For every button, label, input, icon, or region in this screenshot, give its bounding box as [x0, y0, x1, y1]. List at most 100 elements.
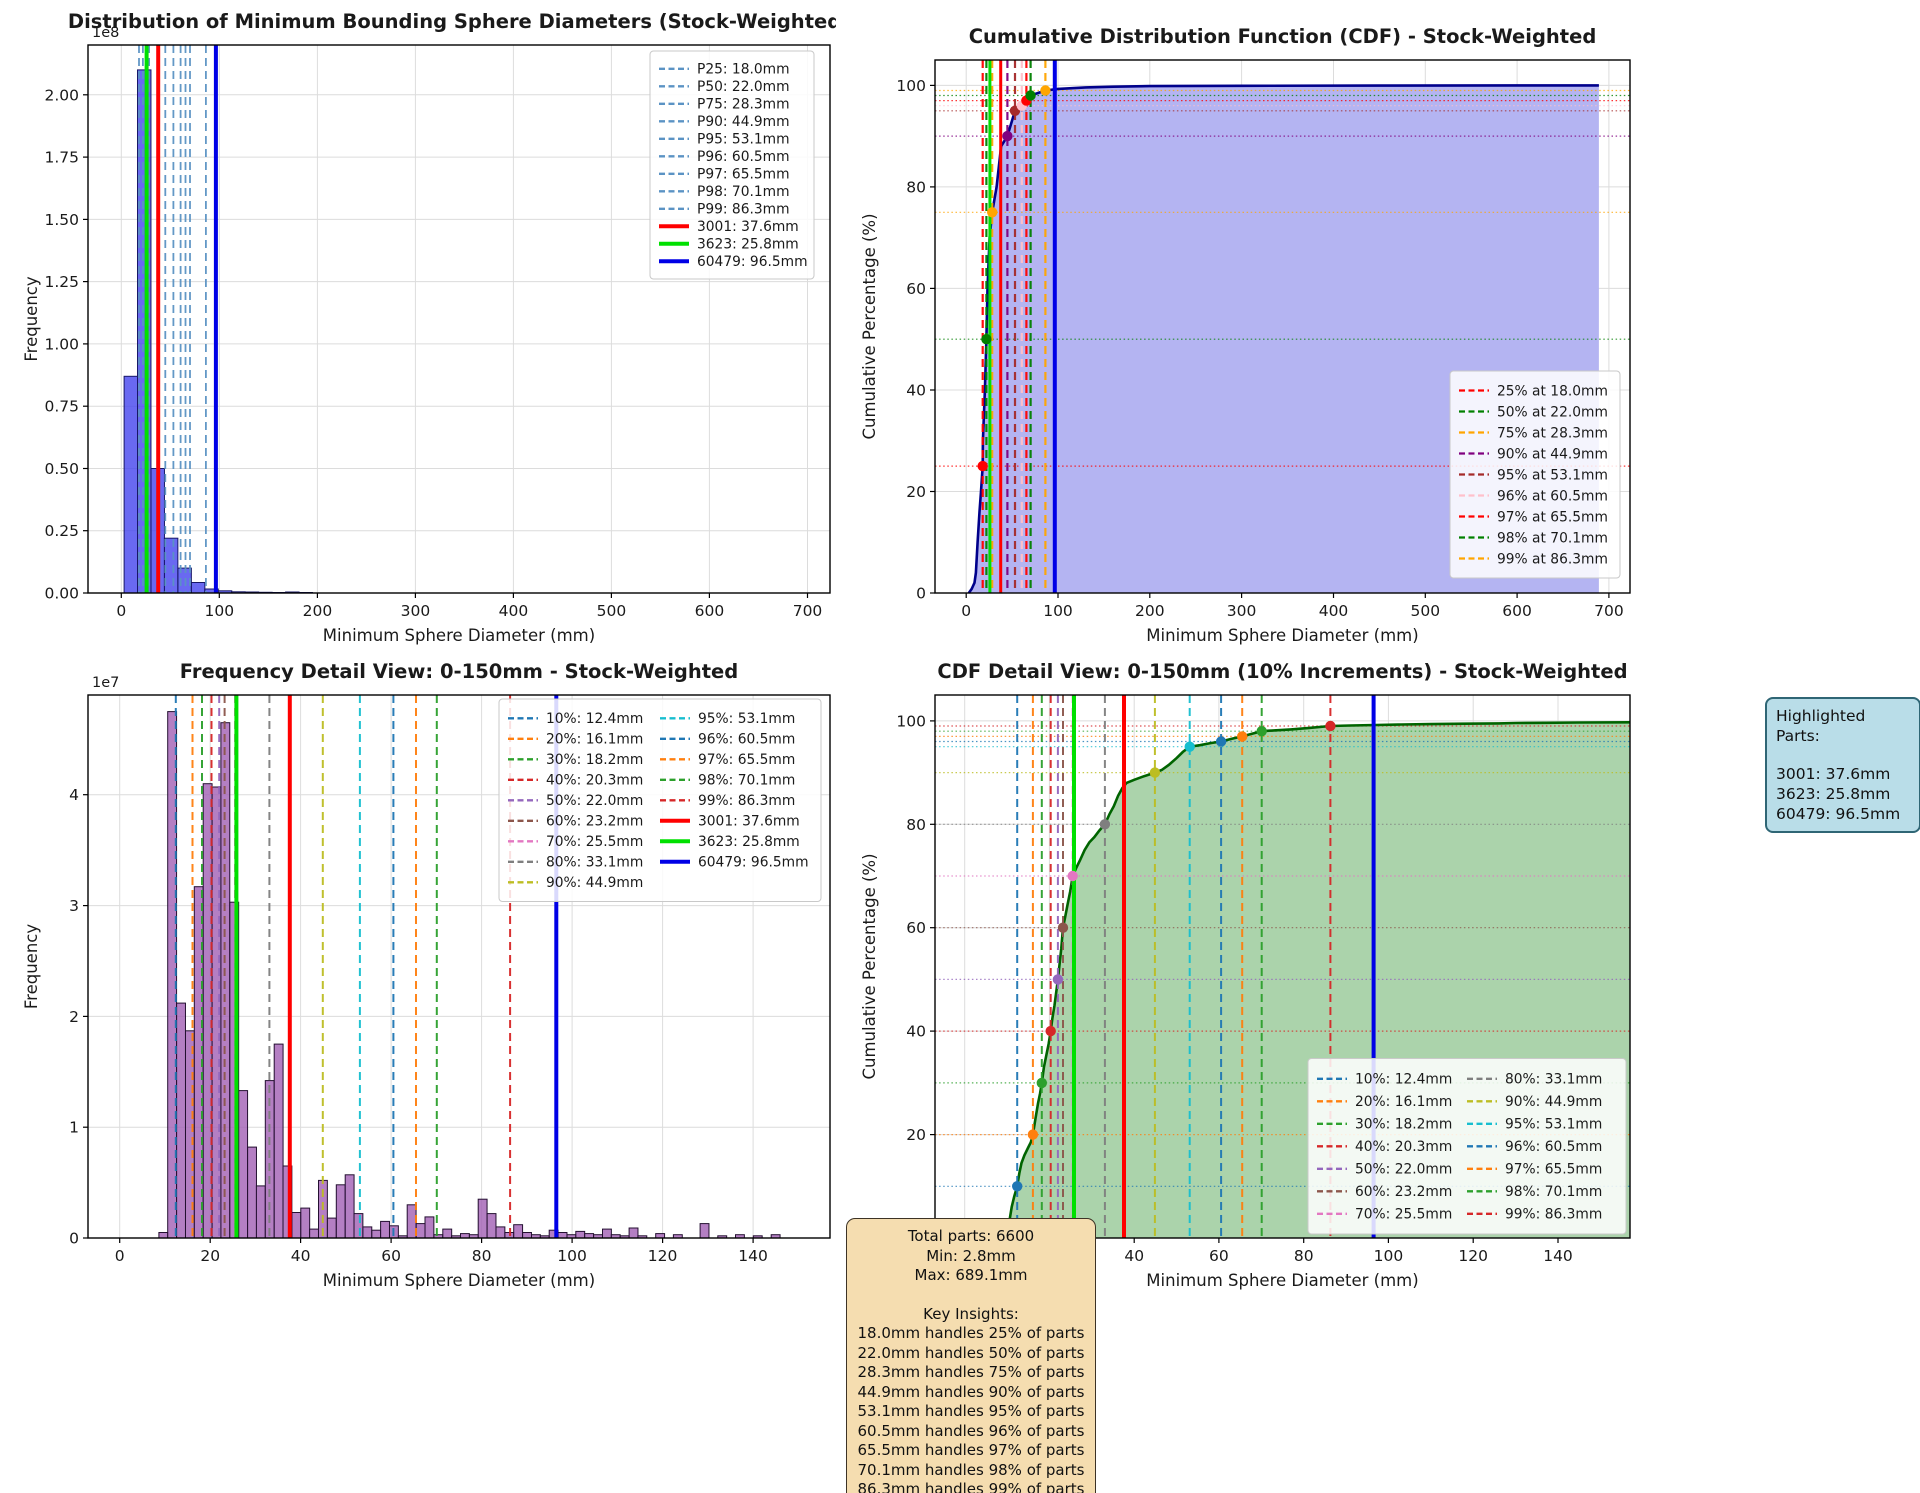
svg-text:95%: 53.1mm: 95%: 53.1mm	[698, 711, 795, 727]
svg-text:98% at 70.1mm: 98% at 70.1mm	[1497, 530, 1608, 546]
svg-text:120: 120	[648, 1247, 678, 1265]
svg-text:60: 60	[906, 280, 926, 298]
svg-text:60: 60	[381, 1247, 401, 1265]
svg-text:1: 1	[69, 1119, 79, 1137]
stats-line: 60.5mm handles 96% of parts	[857, 1421, 1085, 1440]
svg-text:4: 4	[69, 786, 79, 804]
svg-text:0: 0	[69, 1230, 79, 1248]
legend: 10%: 12.4mm 20%: 16.1mm 30%: 18.2mm 40%: 20…	[1307, 1058, 1627, 1235]
svg-text:95%: 53.1mm: 95%: 53.1mm	[1505, 1117, 1602, 1133]
stats-line	[853, 1286, 1089, 1305]
svg-text:P25: 18.0mm: P25: 18.0mm	[697, 62, 790, 78]
svg-text:0.00: 0.00	[44, 585, 79, 603]
svg-text:300: 300	[1227, 602, 1257, 620]
legend: 10%: 12.4mm 20%: 16.1mm 30%: 18.2mm 40%: 20…	[498, 698, 822, 902]
svg-text:70%: 25.5mm: 70%: 25.5mm	[546, 834, 643, 850]
highlighted-part-line: 60479: 96.5mm	[1776, 805, 1901, 823]
axes: 0 20 40 60 80 100 120 140 0 1 2 3 4 1e7 Frequency Deta…	[22, 660, 831, 1290]
svg-text:80%: 33.1mm: 80%: 33.1mm	[1505, 1072, 1602, 1088]
svg-text:50%: 22.0mm: 50%: 22.0mm	[546, 793, 643, 809]
svg-text:400: 400	[1319, 602, 1349, 620]
svg-text:0.75: 0.75	[44, 398, 79, 416]
axes: 0 100 200 300 400 500 600 700 0 20 40 60 80 100 Cumula…	[860, 25, 1631, 645]
svg-text:40%: 20.3mm: 40%: 20.3mm	[1355, 1139, 1452, 1155]
stats-line: Key Insights:	[923, 1304, 1019, 1323]
svg-text:300: 300	[401, 602, 431, 620]
svg-text:0: 0	[115, 1247, 125, 1265]
stats-line: 53.1mm handles 95% of parts	[857, 1402, 1085, 1420]
svg-text:40: 40	[1124, 1247, 1144, 1265]
svg-text:70%: 25.5mm: 70%: 25.5mm	[1355, 1207, 1452, 1223]
svg-text:0.25: 0.25	[44, 522, 79, 540]
svg-text:10%: 12.4mm: 10%: 12.4mm	[546, 711, 643, 727]
svg-text:Minimum Sphere Diameter (mm): Minimum Sphere Diameter (mm)	[323, 626, 595, 645]
svg-text:100: 100	[1374, 1247, 1404, 1265]
plot-area	[123, 45, 313, 594]
svg-text:P97: 65.5mm: P97: 65.5mm	[697, 167, 790, 183]
svg-text:600: 600	[1502, 602, 1532, 620]
svg-text:20%: 16.1mm: 20%: 16.1mm	[1355, 1094, 1452, 1110]
stats-line: 65.5mm handles 97% of parts	[857, 1441, 1085, 1459]
histogram-full-chart: 0 100 200 300 400 500 600 700 0.00 0.25 0.50 0.75 1.…	[20, 0, 850, 650]
legend: 25% at 18.0mm 50% at 22.0mm 75% at 28.3mm 9…	[1449, 370, 1621, 579]
svg-text:25% at 18.0mm: 25% at 18.0mm	[1497, 383, 1608, 399]
svg-text:P99: 86.3mm: P99: 86.3mm	[697, 202, 790, 218]
svg-text:100: 100	[557, 1247, 587, 1265]
svg-text:80: 80	[472, 1247, 492, 1265]
svg-text:40: 40	[291, 1247, 311, 1265]
svg-text:2: 2	[69, 1008, 79, 1026]
svg-text:1.50: 1.50	[44, 211, 79, 229]
svg-text:60: 60	[1209, 1247, 1229, 1265]
svg-text:1.75: 1.75	[44, 149, 79, 167]
svg-text:P75: 28.3mm: P75: 28.3mm	[697, 97, 790, 113]
svg-text:0.50: 0.50	[44, 460, 79, 478]
svg-text:50%: 22.0mm: 50%: 22.0mm	[1355, 1162, 1452, 1178]
svg-text:P50: 22.0mm: P50: 22.0mm	[697, 79, 790, 95]
svg-text:Minimum Sphere Diameter (mm): Minimum Sphere Diameter (mm)	[1146, 1271, 1418, 1290]
svg-text:100: 100	[896, 712, 926, 730]
svg-text:CDF Detail View: 0-150mm (10%: CDF Detail View: 0-150mm (10% Increments…	[937, 660, 1627, 683]
svg-text:3623: 25.8mm: 3623: 25.8mm	[698, 834, 800, 850]
svg-text:Distribution of Minimum Boundi: Distribution of Minimum Bounding Sphere …	[68, 10, 836, 33]
svg-text:3001: 37.6mm: 3001: 37.6mm	[697, 219, 799, 235]
svg-text:80: 80	[906, 816, 926, 834]
svg-text:Cumulative Percentage (%): Cumulative Percentage (%)	[860, 853, 879, 1079]
svg-text:40: 40	[906, 1023, 926, 1041]
svg-text:20: 20	[906, 1126, 926, 1144]
svg-text:20%: 16.1mm: 20%: 16.1mm	[546, 732, 643, 748]
stats-line: Total parts: 6600	[907, 1227, 1035, 1245]
spacer	[1776, 746, 1910, 764]
svg-text:200: 200	[1135, 602, 1165, 620]
svg-text:95% at 53.1mm: 95% at 53.1mm	[1497, 467, 1608, 483]
grid	[88, 45, 830, 594]
svg-text:Frequency: Frequency	[22, 276, 41, 361]
summary-stats-box: Total parts: 6600 Min: 2.8mm Max: 689.1m…	[846, 1218, 1096, 1493]
svg-text:20: 20	[200, 1247, 220, 1265]
cdf-full-svg: 0 100 200 300 400 500 600 700 0 20 40 60 80 100 Cumula…	[860, 25, 1631, 645]
highlighted-part-line: 3001: 37.6mm	[1776, 765, 1891, 783]
svg-text:2.00: 2.00	[44, 86, 79, 104]
svg-text:1.25: 1.25	[44, 273, 79, 291]
svg-text:40: 40	[906, 382, 926, 400]
svg-text:96%: 60.5mm: 96%: 60.5mm	[1505, 1139, 1602, 1155]
svg-text:60479: 96.5mm: 60479: 96.5mm	[697, 254, 808, 270]
svg-text:100: 100	[896, 77, 926, 95]
svg-text:90%: 44.9mm: 90%: 44.9mm	[546, 875, 643, 891]
svg-text:0: 0	[916, 585, 926, 603]
svg-text:140: 140	[738, 1247, 768, 1265]
svg-text:P90: 44.9mm: P90: 44.9mm	[697, 114, 790, 130]
svg-text:700: 700	[1594, 602, 1624, 620]
cdf-detail-chart: 020406080100120140020406080100CDF Detail…	[858, 650, 1668, 1290]
stats-line: 86.3mm handles 99% of parts	[857, 1480, 1085, 1493]
stats-line: 44.9mm handles 90% of parts	[857, 1382, 1085, 1401]
svg-text:97% at 65.5mm: 97% at 65.5mm	[1497, 509, 1608, 525]
svg-text:30%: 18.2mm: 30%: 18.2mm	[546, 752, 643, 768]
svg-text:600: 600	[695, 602, 725, 620]
svg-text:1e7: 1e7	[92, 675, 119, 691]
svg-text:10%: 12.4mm: 10%: 12.4mm	[1355, 1072, 1452, 1088]
svg-text:60%: 23.2mm: 60%: 23.2mm	[1355, 1184, 1452, 1200]
stats-line: Max: 689.1mm	[914, 1266, 1028, 1284]
svg-text:500: 500	[597, 602, 627, 620]
